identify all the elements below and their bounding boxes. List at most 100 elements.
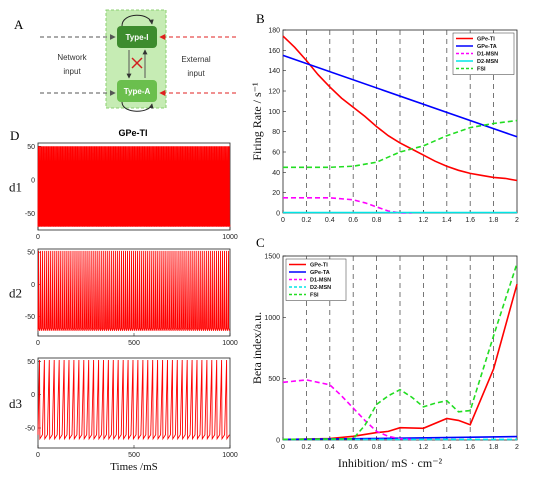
x-tick-label: 0.2 [302,217,312,224]
y-tick-label: 0 [276,438,280,445]
x-tick-label: 1.6 [465,217,475,224]
x-tick-label: 2 [515,217,519,224]
trace-label: d1 [9,180,22,195]
x-tick-label: 1000 [222,340,238,347]
trace-frame [37,357,231,449]
x-tick-label: 500 [128,452,140,459]
network-label-line2: input [63,67,81,76]
y-tick-label: 80 [272,129,280,136]
x-tick-label: 0.8 [372,444,382,451]
y-tick-label: -50 [25,426,35,433]
y-tick-label: 1500 [264,254,280,261]
y-tick-label: 40 [272,170,280,177]
series-line-gpe-ta [282,54,518,138]
x-tick-label: 1.8 [489,217,499,224]
x-tick-label: 0.2 [302,444,312,451]
x-tick-label: 1.2 [419,444,429,451]
y-tick-label: 0 [276,211,280,218]
legend-label: D1-MSN [477,52,498,58]
x-tick-label: 1 [398,444,402,451]
spike-trace [37,250,231,331]
panel-label-d: D [10,128,19,143]
type-a-label: Type-A [124,87,151,96]
network-label-line1: Network [57,53,87,62]
x-tick-label: 0.8 [372,217,382,224]
x-tick-label: 0 [36,340,40,347]
y-tick-label: 60 [272,150,280,157]
panel-label-c: C [256,235,265,250]
x-tick-label: 0 [281,217,285,224]
type-i-label: Type-I [126,33,149,42]
panel-label-a: A [14,17,24,32]
y-tick-label: 0 [31,282,35,289]
x-tick-label: 2 [515,444,519,451]
y-tick-label: 50 [27,359,35,366]
external-label-line2: input [187,69,205,78]
series-line-d1-msn [282,379,412,441]
legend-label: FSI [310,293,319,299]
firing-rate-chart: 0 0.2 0.4 0.6 0.8 1 1.2 1.4 1.6 1.8 20204060801001… [250,28,519,225]
x-tick-label: 1.4 [442,444,452,451]
external-label-line1: External [181,55,211,64]
y-tick-label: 140 [268,68,280,75]
legend-label: FSI [477,67,486,73]
x-tick-label: 0 [36,234,40,241]
x-tick-label: 0.4 [325,444,335,451]
panel-label-b: B [256,11,265,26]
legend-label: D2-MSN [477,59,498,65]
y-tick-label: 1000 [264,315,280,322]
y-tick-label: 0 [31,177,35,184]
y-axis-label: Firing Rate / s⁻¹ [250,82,264,161]
x-tick-label: 0.6 [348,217,358,224]
inhibition-cross-icon [131,57,143,69]
y-tick-label: -50 [25,211,35,218]
x-tick-label: 1 [398,217,402,224]
diagram-panel: A Type-I Type-A Network input External i… [14,9,236,112]
traces-title: GPe-TI [118,128,147,138]
legend-label: GPe-TA [310,270,330,276]
x-tick-label: 1.8 [489,444,499,451]
y-tick-label: 500 [268,376,280,383]
legend-label: D1-MSN [310,278,331,284]
x-tick-label: 0.4 [325,217,335,224]
trace-label: d2 [9,286,22,301]
x-tick-label: 1.4 [442,217,452,224]
y-tick-label: 50 [27,250,35,257]
traces-x-axis-label: Times /mS [110,461,158,473]
series-line-fsi [282,263,518,441]
x-tick-label: 0 [281,444,285,451]
legend-label: GPe-TI [477,37,495,43]
self-loop-top [121,14,154,27]
x-tick-label: 0.6 [348,444,358,451]
y-axis-label: Beta index/a.u. [250,312,264,384]
type-a-box [117,80,157,102]
spike-trace [37,146,231,227]
y-tick-label: 160 [268,48,280,55]
legend-label: D2-MSN [310,285,331,291]
x-tick-label: 1.2 [419,217,429,224]
series-line-gpe-ti [282,35,518,182]
y-tick-label: -50 [25,314,35,321]
trace-label: d3 [9,396,22,411]
y-tick-label: 50 [27,144,35,151]
y-tick-label: 120 [268,89,280,96]
legend-label: GPe-TI [310,263,328,269]
x-tick-label: 500 [128,340,140,347]
type-i-box [117,26,157,48]
y-tick-label: 100 [268,109,280,116]
beta-index-chart: 0 0.2 0.4 0.6 0.8 1 1.2 1.4 1.6 1.8 2 0 500 1000 1500 G… [250,254,519,471]
x-tick-label: 1000 [222,234,238,241]
y-tick-label: 20 [272,190,280,197]
spike-trace [37,359,230,441]
x-tick-label: 0 [36,452,40,459]
self-loop-bottom [121,101,154,112]
series-line-fsi [283,119,518,169]
x-axis-label: Inhibition/ mS · cm⁻² [338,456,443,470]
y-tick-label: 180 [268,28,280,35]
y-tick-label: 0 [31,392,35,399]
legend-label: GPe-TA [477,44,497,50]
x-tick-label: 1.6 [465,444,475,451]
x-tick-label: 1000 [222,452,238,459]
